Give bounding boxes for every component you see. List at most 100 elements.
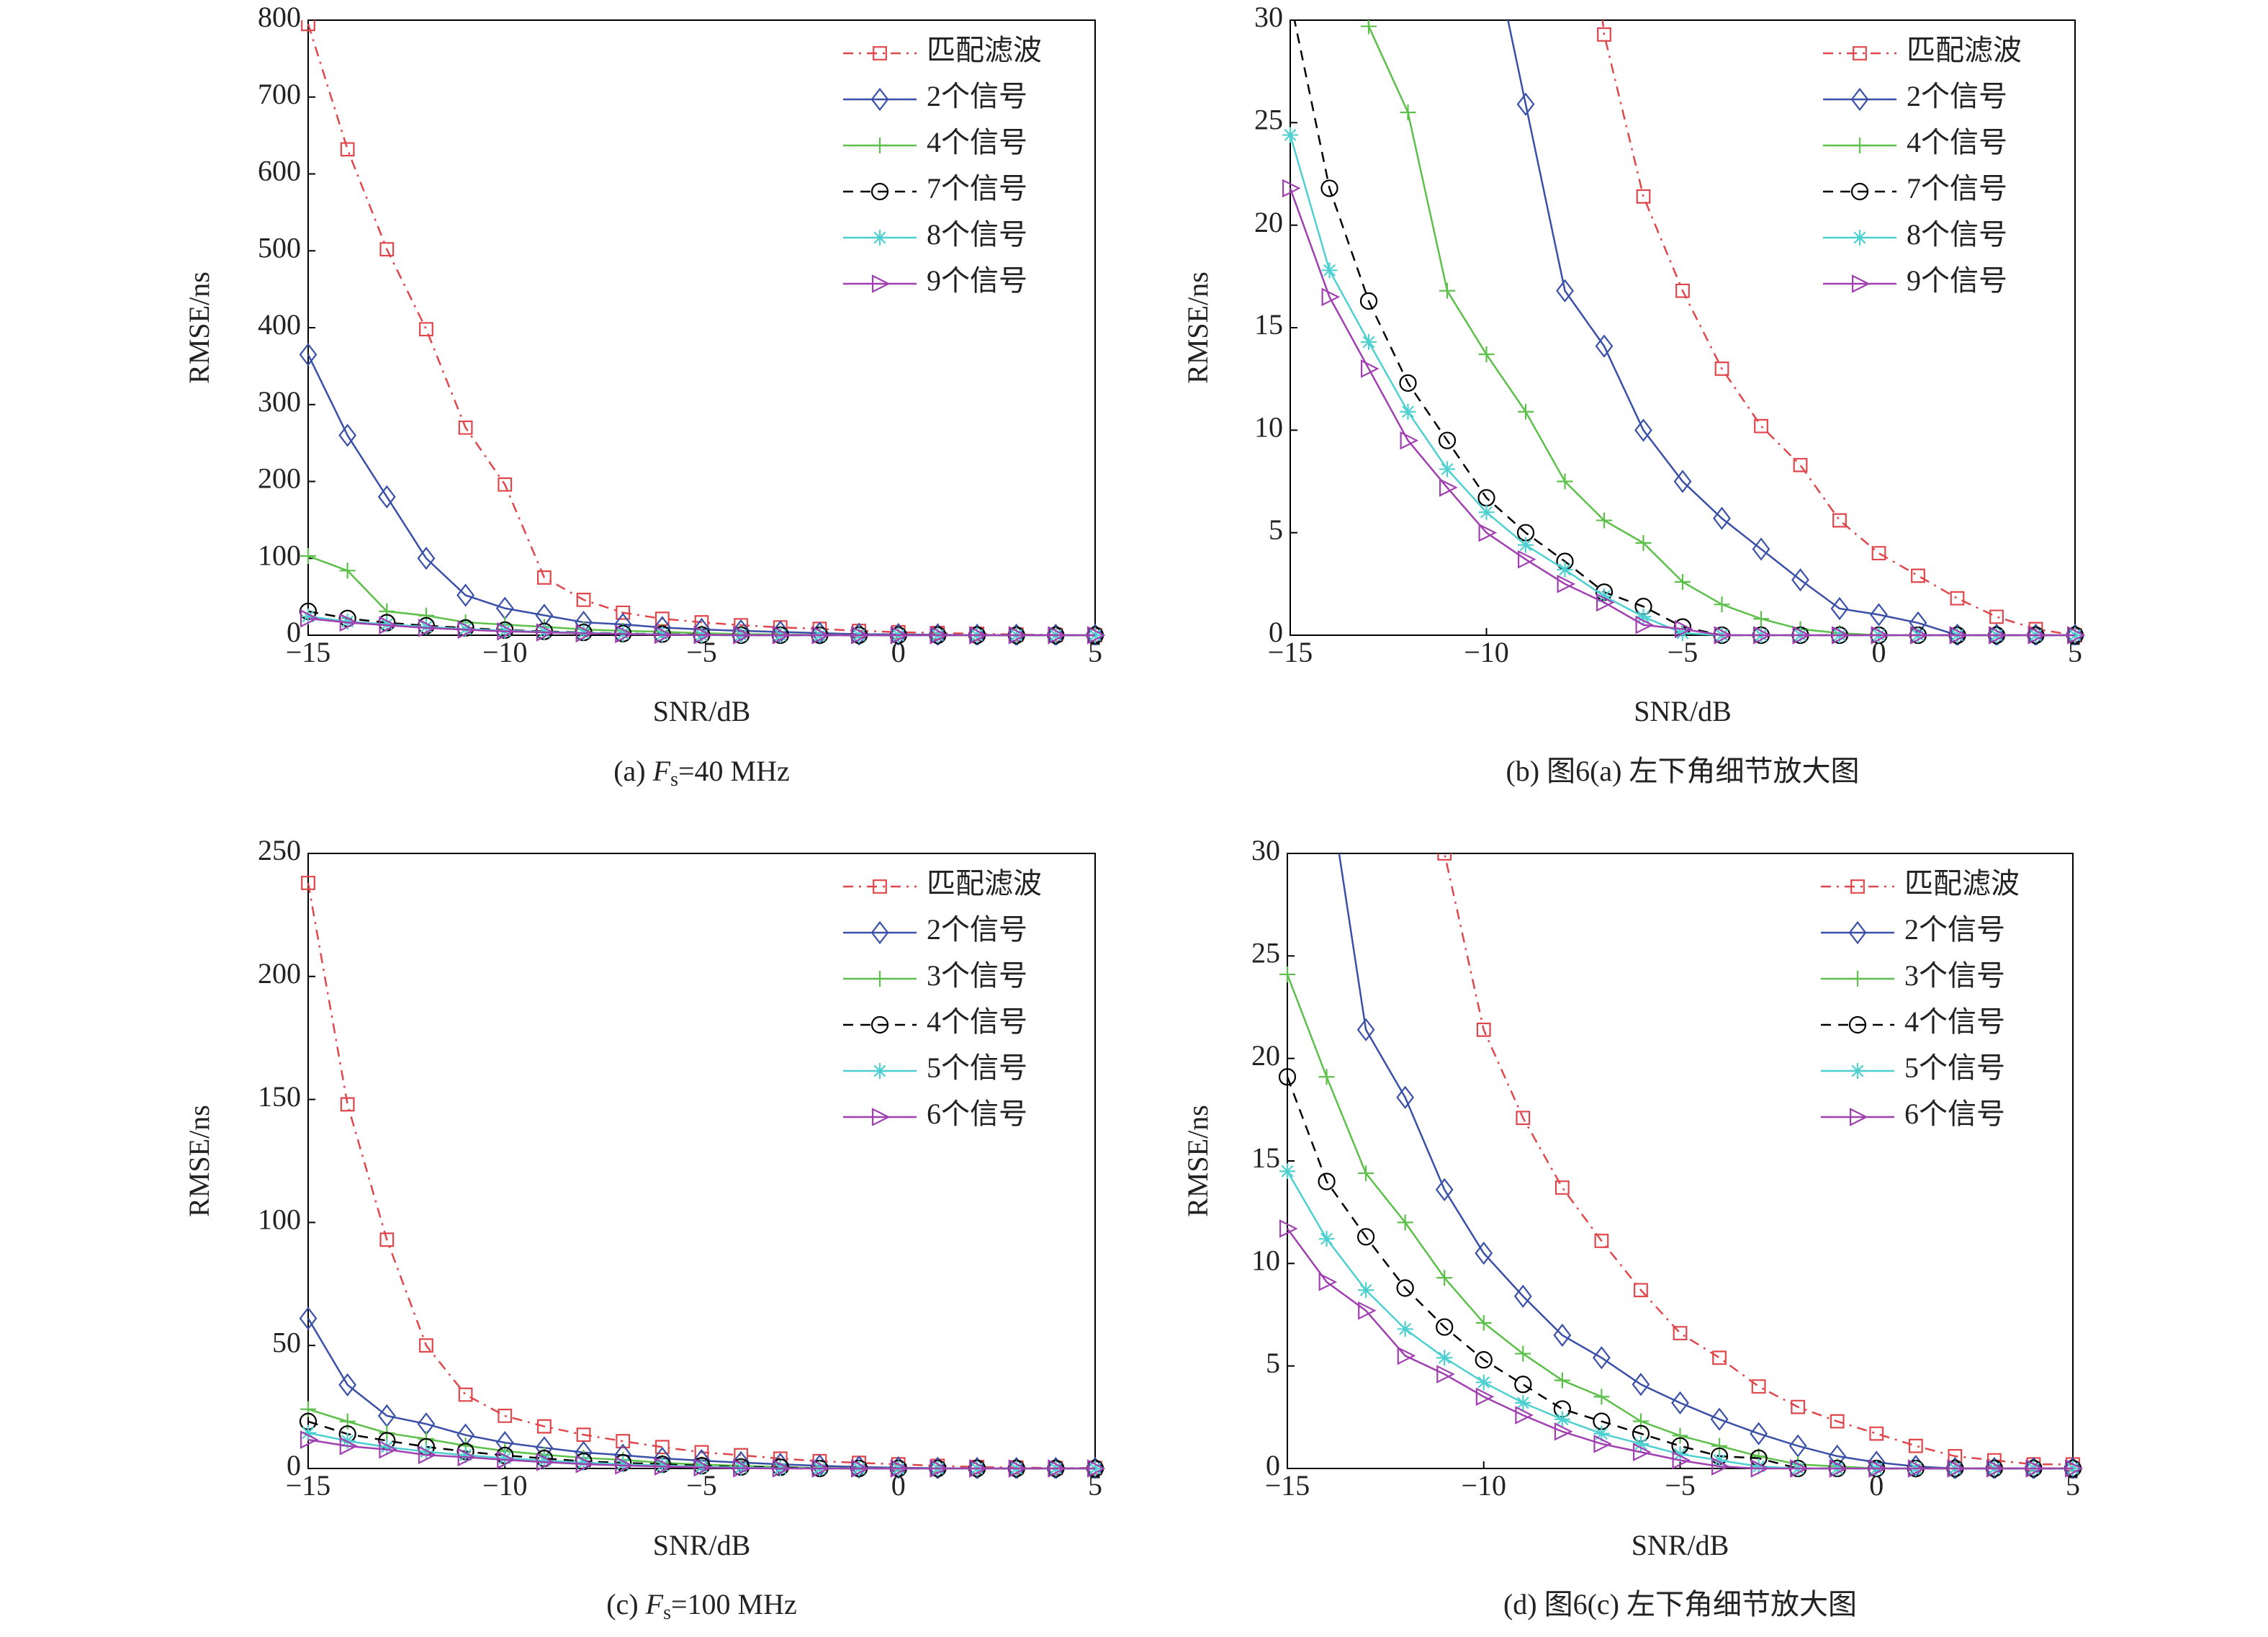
x-tick-label: −15 xyxy=(1268,636,1313,668)
marker xyxy=(536,623,555,642)
marker xyxy=(851,626,870,645)
marker xyxy=(1557,575,1576,593)
marker xyxy=(930,626,948,645)
series-line xyxy=(307,23,1096,637)
marker xyxy=(498,477,513,492)
marker xyxy=(1710,1407,1729,1431)
marker xyxy=(1714,626,1733,645)
marker xyxy=(1750,1459,1770,1478)
marker xyxy=(418,619,437,637)
y-tick-label: 15 xyxy=(1251,1142,1280,1174)
marker xyxy=(1634,418,1652,442)
marker xyxy=(1989,626,2007,645)
marker xyxy=(1554,1422,1573,1441)
marker xyxy=(654,625,673,645)
marker xyxy=(693,1458,713,1477)
marker xyxy=(300,1425,316,1441)
legend-label: 7个信号 xyxy=(1907,172,2007,205)
marker xyxy=(2067,626,2085,645)
marker xyxy=(379,616,395,632)
y-axis-label: RMSE/ns xyxy=(183,1105,215,1217)
marker xyxy=(1948,623,1966,645)
legend-label: 8个信号 xyxy=(1907,218,2007,251)
caption-label: (b) xyxy=(1506,755,1547,787)
marker xyxy=(1848,1015,1867,1034)
legend-label: 5个信号 xyxy=(927,1051,1027,1084)
marker xyxy=(300,609,319,628)
marker xyxy=(811,626,831,645)
marker xyxy=(733,1458,752,1478)
marker xyxy=(498,1409,513,1423)
marker xyxy=(1852,230,1868,246)
legend-label: 6个信号 xyxy=(1904,1098,2005,1130)
caption-symbol: F xyxy=(652,755,671,787)
marker xyxy=(1791,568,1809,592)
marker xyxy=(1595,334,1614,358)
marker xyxy=(1671,1391,1689,1415)
x-tick-label: −10 xyxy=(482,1469,528,1502)
marker xyxy=(1907,1459,1927,1478)
marker xyxy=(1636,189,1651,204)
marker xyxy=(1400,104,1416,121)
series-line xyxy=(1601,20,2076,637)
marker xyxy=(576,1427,591,1443)
marker xyxy=(2064,1456,2082,1479)
legend: 匹配滤波 2个信号 4个信号 7个信号 8个信号 9个信号 xyxy=(843,34,1042,297)
marker xyxy=(1850,1108,1868,1126)
marker xyxy=(1850,1063,1866,1079)
marker xyxy=(616,1434,631,1448)
marker xyxy=(1792,626,1812,645)
marker xyxy=(1788,1434,1807,1458)
marker xyxy=(1008,626,1027,645)
chart-panel: −15 −10 −5 0 5 0 5 10 15 20 25 30 SNR/dB RMSE/ns (b) 图… xyxy=(1182,1,2085,787)
marker xyxy=(1321,287,1341,307)
marker xyxy=(1279,1163,1295,1180)
x-tick-label: −5 xyxy=(1665,1469,1696,1502)
marker xyxy=(417,547,436,570)
chart-panel: −15 −10 −5 0 50100200300400500600700800SNR/d… xyxy=(183,1,1105,791)
marker xyxy=(1672,1450,1691,1470)
x-axis-label: SNR/dB xyxy=(1632,1529,1729,1561)
marker xyxy=(1632,1373,1650,1396)
marker xyxy=(1279,966,1295,982)
marker xyxy=(1593,1425,1610,1442)
marker xyxy=(1282,127,1298,143)
marker xyxy=(1478,504,1495,521)
marker xyxy=(1985,1456,2004,1479)
legend-label: 匹配滤波 xyxy=(1907,34,2022,66)
legend-label: 匹配滤波 xyxy=(927,867,1042,900)
marker xyxy=(1436,1365,1455,1383)
marker xyxy=(2027,623,2045,645)
marker xyxy=(1675,573,1691,590)
marker xyxy=(1048,1459,1066,1478)
marker xyxy=(1832,626,1850,645)
legend-label: 2个信号 xyxy=(927,80,1027,112)
marker xyxy=(1439,282,1455,299)
marker xyxy=(1750,1458,1767,1475)
marker xyxy=(870,87,889,112)
legend-label: 3个信号 xyxy=(927,959,1027,992)
marker xyxy=(1356,1018,1375,1041)
marker xyxy=(1437,853,1452,861)
marker xyxy=(339,1413,356,1430)
x-tick-label: 0 xyxy=(891,1469,906,1502)
marker xyxy=(1478,523,1498,542)
marker xyxy=(1516,1111,1531,1126)
marker xyxy=(575,1454,592,1471)
marker xyxy=(870,182,889,201)
marker xyxy=(1086,1456,1104,1479)
marker xyxy=(890,1459,909,1478)
marker xyxy=(379,1439,395,1456)
marker xyxy=(379,1232,395,1247)
caption-label: (d) xyxy=(1503,1588,1544,1620)
marker xyxy=(851,1459,870,1478)
y-tick-label: 10 xyxy=(1251,1244,1280,1277)
marker xyxy=(497,1450,516,1469)
marker xyxy=(1008,1459,1027,1478)
x-tick-label: −15 xyxy=(1265,1469,1310,1502)
marker xyxy=(1753,626,1772,645)
x-tick-label: −10 xyxy=(1461,1469,1506,1502)
y-tick-label: 20 xyxy=(1251,1039,1280,1072)
marker xyxy=(1318,1069,1335,1085)
y-tick-label: 25 xyxy=(1251,937,1280,969)
